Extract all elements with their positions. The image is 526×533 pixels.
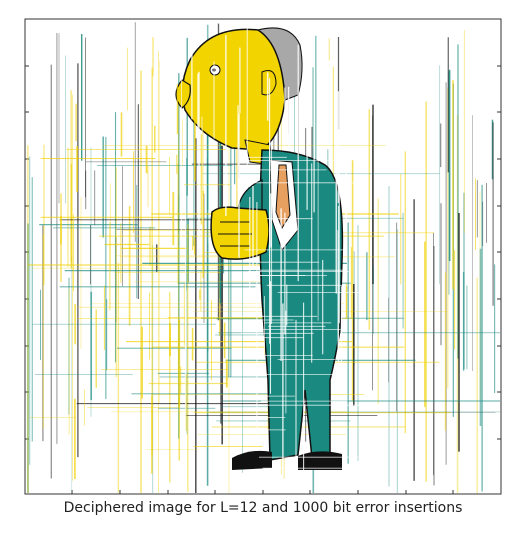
finger-lines — [218, 221, 252, 247]
shoe-right — [298, 451, 342, 470]
head-shape — [181, 28, 286, 151]
hands-shape — [210, 206, 270, 260]
tie-shape — [275, 164, 291, 230]
ear-shape — [261, 70, 277, 96]
shoe-left — [232, 450, 272, 470]
bit-error-overlay — [60, 20, 368, 493]
figure-caption: Deciphered image for L=12 and 1000 bit e… — [63, 500, 463, 516]
